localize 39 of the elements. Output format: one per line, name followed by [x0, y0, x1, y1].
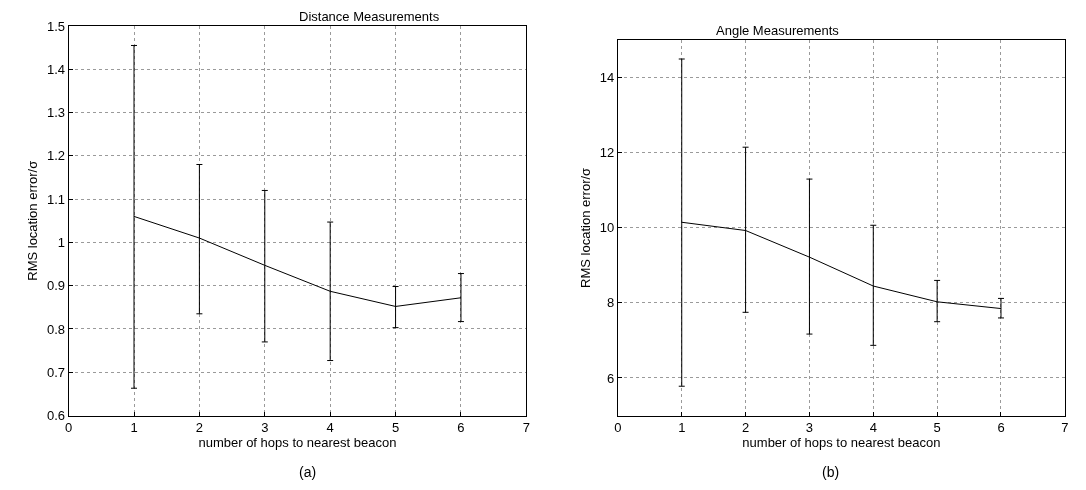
y-tick-label: 0.7 — [46, 364, 66, 380]
x-tick-label: 1 — [678, 420, 686, 436]
y-tick-label: 1.2 — [46, 148, 66, 164]
x-tick-label: 2 — [741, 420, 750, 436]
x-tick-label: 6 — [997, 420, 1005, 436]
x-axis-title: number of hops to nearest beacon — [198, 435, 397, 451]
x-tick-label: 4 — [869, 420, 877, 436]
y-tick-label: 1.4 — [46, 61, 66, 77]
chart-title: Distance Measurements — [299, 9, 440, 24]
chart-title: Angle Measurements — [716, 23, 840, 38]
y-tick-label: 0.6 — [46, 408, 66, 424]
x-tick-label: 5 — [391, 420, 400, 436]
x-tick-label: 2 — [195, 420, 204, 436]
text: (b) — [822, 464, 840, 480]
x-tick-label: 0 — [614, 420, 622, 436]
y-axis-title: RMS location error/σ — [577, 167, 593, 288]
y-tick-label: 6 — [607, 370, 615, 386]
x-tick-label: 5 — [933, 420, 941, 436]
y-tick-label: 10 — [599, 220, 615, 236]
x-tick-label: 1 — [130, 420, 138, 436]
y-tick-label: 0.9 — [46, 278, 66, 294]
x-tick-label: 3 — [261, 420, 269, 436]
y-tick-label: 1.1 — [46, 191, 66, 207]
y-tick-label: 0.8 — [46, 321, 66, 337]
y-tick-label: 8 — [607, 295, 615, 311]
y-tick-label: 12 — [599, 145, 615, 161]
text: (a) — [299, 464, 317, 480]
x-tick-label: 6 — [457, 420, 465, 436]
x-tick-label: 4 — [326, 420, 334, 436]
y-tick-label: 1.3 — [46, 105, 66, 121]
y-tick-label: 14 — [599, 70, 615, 86]
y-axis-title: RMS location error/σ — [24, 160, 40, 281]
x-tick-label: 7 — [1061, 420, 1069, 436]
x-tick-label: 7 — [522, 420, 530, 436]
x-tick-label: 3 — [805, 420, 814, 436]
y-tick-label: 1.5 — [46, 18, 66, 34]
x-axis-title: number of hops to nearest beacon — [742, 435, 941, 451]
x-tick-label: 0 — [65, 420, 73, 436]
y-tick-label: 1 — [57, 234, 66, 250]
